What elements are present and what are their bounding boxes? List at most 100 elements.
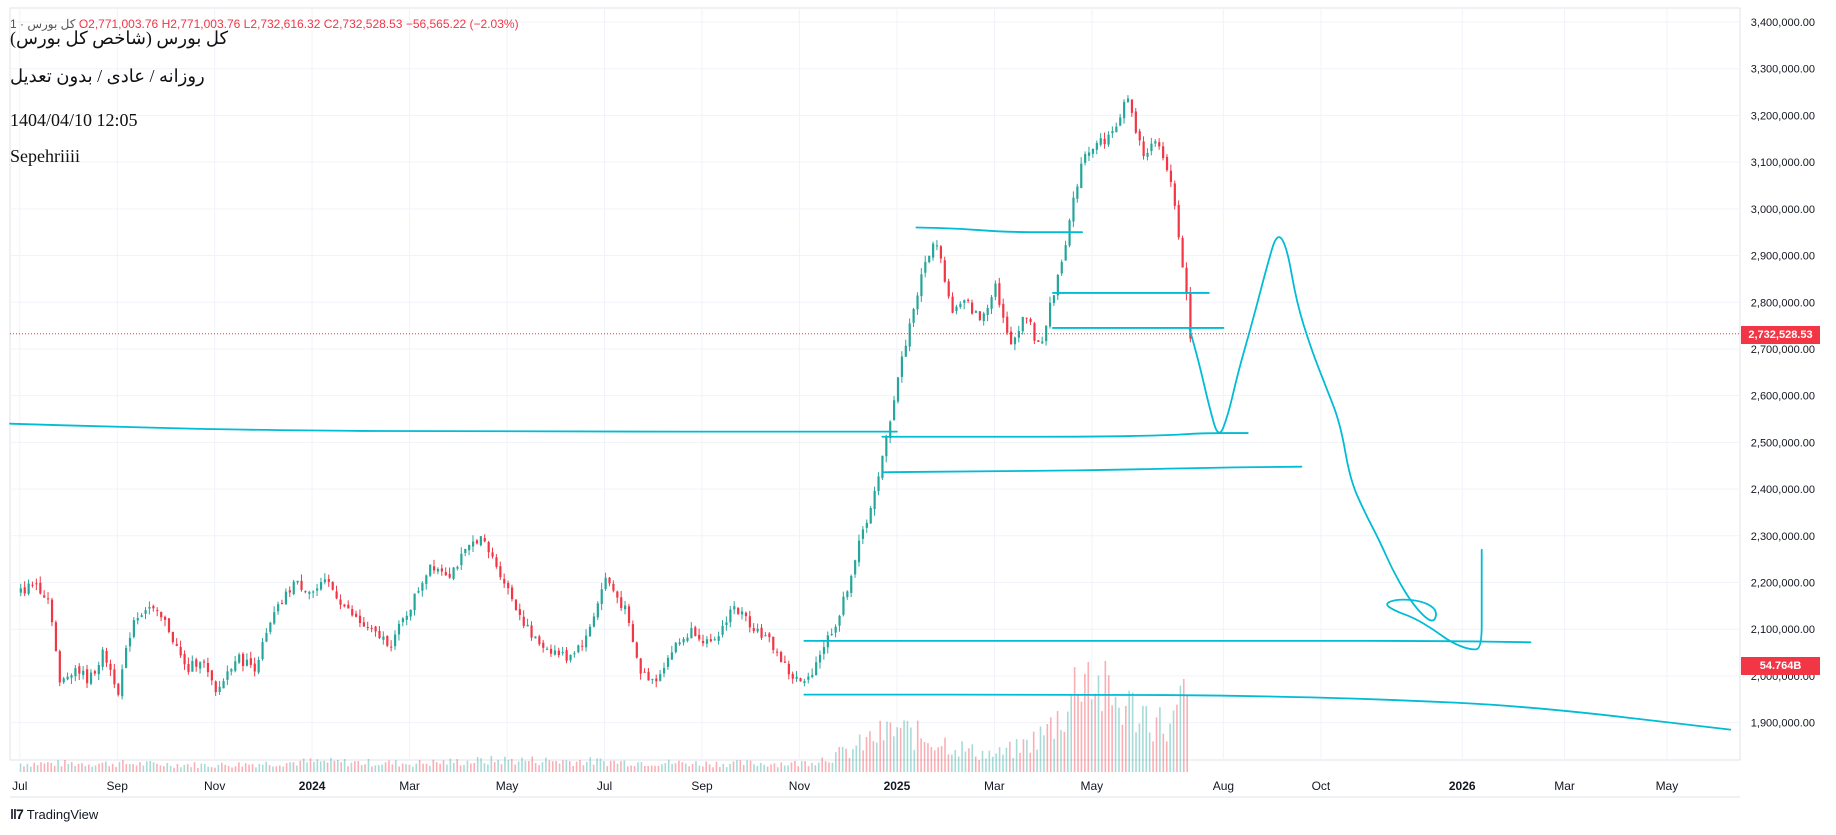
volume-bar: [824, 761, 827, 772]
volume-bar: [26, 763, 29, 772]
box-top-2950[interactable]: [915, 226, 1084, 234]
candle: [304, 590, 307, 594]
candle: [214, 680, 217, 696]
line-2440[interactable]: [881, 465, 1303, 474]
candle: [1002, 298, 1005, 324]
projection-path[interactable]: [1188, 236, 1483, 651]
candle: [982, 311, 985, 326]
volume-bar: [166, 763, 169, 772]
x-tick-label: 2024: [299, 779, 326, 793]
low-value: L2,732,616.32: [243, 17, 321, 31]
high-value: H2,771,003.76: [161, 17, 241, 31]
volume-bar: [944, 737, 946, 772]
volume-bar: [790, 762, 793, 772]
price-axis[interactable]: 3,400,000.00 3,300,000.00 3,200,000.00 3,10…: [1751, 17, 1815, 730]
brand-name: TradingView: [26, 806, 99, 822]
candle: [370, 624, 373, 633]
candle: [1060, 259, 1063, 276]
close-value: C2,732,528.53: [323, 17, 403, 31]
candle: [538, 634, 541, 646]
x-tick-label: Nov: [789, 779, 810, 793]
volume-bar: [684, 763, 687, 772]
volume-bar: [930, 747, 933, 772]
candle: [686, 633, 689, 643]
volume-bar: [207, 766, 209, 772]
candle: [974, 310, 978, 314]
volume-bar: [886, 721, 888, 772]
volume-bar: [415, 763, 418, 772]
candle: [202, 659, 206, 668]
candle: [612, 580, 615, 593]
volume-bar: [1053, 738, 1055, 772]
candle: [861, 526, 865, 544]
descending-line-1960[interactable]: [803, 693, 1732, 731]
line-2510[interactable]: [881, 432, 1249, 438]
line-2075[interactable]: [803, 639, 1532, 644]
volume-bar: [435, 762, 438, 772]
volume-bar: [1124, 705, 1127, 772]
volume-bar: [708, 764, 711, 772]
volume-bar: [268, 765, 271, 772]
volume-bar: [272, 766, 274, 772]
volume-bar: [343, 758, 346, 772]
volume-bar: [371, 766, 373, 772]
volume-bar: [951, 754, 953, 772]
candle: [659, 669, 662, 682]
candle: [74, 665, 77, 682]
volume-bar: [1073, 667, 1076, 772]
volume-bar: [913, 750, 916, 772]
volume-bar: [381, 764, 383, 772]
candle: [378, 626, 381, 640]
volume-bar: [528, 761, 530, 772]
volume-bar: [1056, 711, 1059, 772]
volume-bar: [1022, 739, 1025, 772]
candle: [1142, 136, 1145, 160]
candle: [666, 655, 670, 670]
candle: [226, 665, 229, 686]
volume-bar: [193, 762, 196, 772]
candle: [105, 647, 108, 667]
volume-bar: [456, 759, 458, 772]
candle: [475, 539, 479, 545]
candle: [912, 307, 915, 328]
candle: [776, 648, 779, 657]
candle: [674, 641, 677, 654]
x-tick-label: 2025: [884, 779, 911, 793]
volume-bar: [1084, 674, 1086, 772]
candle: [460, 547, 463, 570]
volume-bar: [354, 761, 356, 772]
candle: [468, 544, 471, 556]
volume-bar: [756, 765, 759, 772]
candle: [191, 655, 194, 672]
candle: [241, 652, 245, 672]
candle: [101, 646, 104, 671]
candle: [857, 534, 861, 567]
candle: [277, 601, 280, 615]
volume-bar: [875, 742, 878, 772]
volume-bar: [432, 759, 435, 772]
volume-bar: [91, 766, 93, 772]
volume-bar: [1036, 749, 1038, 772]
volume-bar: [60, 766, 63, 772]
volume-bar: [872, 741, 875, 772]
support-line-2540[interactable]: [9, 422, 898, 433]
volume-bar: [804, 761, 806, 772]
tradingview-brand[interactable]: ‖7 TradingView: [10, 806, 98, 822]
volume-bar: [534, 763, 537, 772]
volume-bar: [1094, 693, 1096, 772]
candle: [390, 640, 393, 652]
volume-bar: [319, 761, 322, 772]
x-tick-label: Jul: [597, 779, 612, 793]
volume-bar: [1043, 735, 1045, 772]
candle: [1107, 131, 1110, 147]
volume-bar: [889, 722, 892, 772]
candle: [89, 669, 93, 686]
candle: [452, 567, 455, 581]
plot-frame: [9, 7, 1741, 761]
candle: [904, 339, 907, 358]
time-axis[interactable]: Jul Sep Nov 2024 Mar May Jul Sep Nov 2025 Mar May Au…: [12, 779, 1678, 793]
volume-bar: [122, 760, 124, 772]
volume-bar: [490, 755, 493, 772]
volume-bar: [128, 764, 131, 772]
